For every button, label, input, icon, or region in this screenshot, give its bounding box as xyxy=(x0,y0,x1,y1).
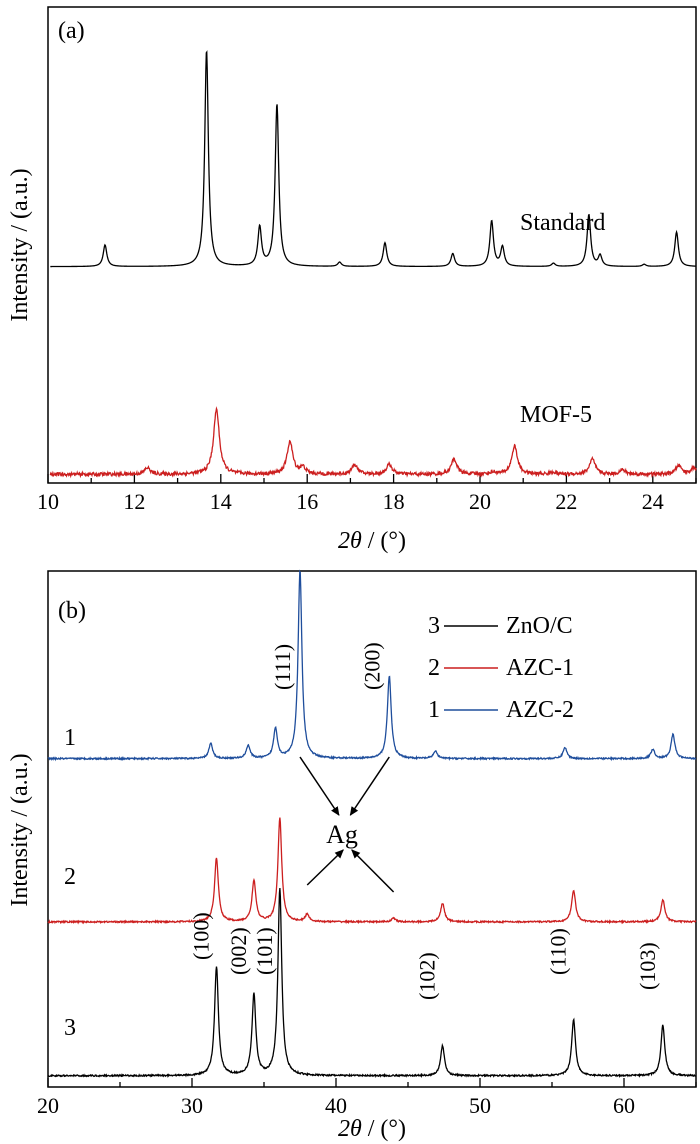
x-tick-label: 40 xyxy=(325,1093,347,1118)
zno-peak-label: (002) xyxy=(226,927,251,975)
panel-a-series xyxy=(49,50,697,479)
panel-b-annotations: (100) (002) (101) (102) (110) (103) (111) (200) xyxy=(188,642,659,1000)
series-label-mof5: MOF-5 xyxy=(520,402,592,428)
legend: 3 ZnO/C 2 AZC-1 1 AZC-2 xyxy=(428,613,574,723)
legend-label-azc2: AZC-2 xyxy=(506,697,574,723)
panel-a-ylabel: Intensity / (a.u.) xyxy=(7,168,33,321)
curve-number-1: 1 xyxy=(64,725,76,751)
panel-b-x-axis: 20 30 40 50 60 xyxy=(37,1078,697,1118)
panel-b-ylabel: Intensity / (a.u.) xyxy=(7,753,33,906)
series-line-standard xyxy=(50,50,697,268)
x-tick-label: 24 xyxy=(642,489,664,514)
panel-b: (b) Intensity / (a.u.) 2θ / (°) 20 30 40 50… xyxy=(7,569,697,1142)
panel-b-xlabel-rest: / (°) xyxy=(362,1116,406,1142)
legend-label-azc1: AZC-1 xyxy=(506,655,574,681)
legend-number-1: 1 xyxy=(428,697,440,723)
ag-arrow xyxy=(306,849,344,886)
ag-arrow xyxy=(299,756,340,816)
ag-peak-label: (200) xyxy=(359,642,384,690)
x-tick-label: 20 xyxy=(469,489,491,514)
panel-a-x-axis: 10 12 14 16 18 20 22 24 xyxy=(37,474,697,514)
x-tick-label: 10 xyxy=(37,489,59,514)
ag-arrow xyxy=(349,756,390,816)
ag-peak-label: (111) xyxy=(270,644,295,690)
panel-b-frame xyxy=(47,570,697,1088)
panel-a-label: (a) xyxy=(58,18,85,44)
series-label-standard: Standard xyxy=(520,210,605,236)
x-tick-label: 14 xyxy=(210,489,232,514)
panel-b-xlabel-italic: 2θ xyxy=(338,1116,362,1142)
x-tick-label: 50 xyxy=(469,1093,491,1118)
panel-a-xlabel-italic: 2θ xyxy=(338,528,362,554)
x-tick-label: 60 xyxy=(613,1093,635,1118)
zno-peak-label: (101) xyxy=(252,927,277,975)
panel-b-xlabel: 2θ / (°) xyxy=(338,1116,406,1142)
x-tick-label: 30 xyxy=(181,1093,203,1118)
series-line-zno-c xyxy=(47,887,697,1079)
x-tick-label: 16 xyxy=(296,489,318,514)
ag-arrow xyxy=(351,849,395,893)
legend-number-2: 2 xyxy=(428,655,440,681)
panel-a-xlabel-rest: / (°) xyxy=(362,528,406,554)
ag-label: Ag xyxy=(326,820,358,849)
series-line-azc-1 xyxy=(47,817,697,925)
curve-number-3: 3 xyxy=(64,1015,76,1041)
x-tick-label: 12 xyxy=(123,489,145,514)
zno-peak-label: (102) xyxy=(415,952,440,1000)
panel-a-xlabel: 2θ / (°) xyxy=(338,528,406,554)
zno-peak-label: (100) xyxy=(188,912,213,960)
panel-a-frame xyxy=(47,6,697,484)
x-tick-label: 20 xyxy=(37,1093,59,1118)
curve-number-2: 2 xyxy=(64,864,76,890)
series-line-azc-2 xyxy=(47,569,697,762)
panel-b-label: (b) xyxy=(58,598,86,624)
series-line-mof-5 xyxy=(49,406,697,479)
legend-label-zno: ZnO/C xyxy=(506,613,573,639)
x-tick-label: 22 xyxy=(555,489,577,514)
legend-number-3: 3 xyxy=(428,613,440,639)
zno-peak-label: (103) xyxy=(635,942,660,990)
x-tick-label: 18 xyxy=(383,489,405,514)
panel-b-series xyxy=(47,569,697,1079)
panel-a: (a) Intensity / (a.u.) 2θ / (°) 10 12 14 16… xyxy=(7,6,697,554)
zno-peak-label: (110) xyxy=(546,928,571,975)
